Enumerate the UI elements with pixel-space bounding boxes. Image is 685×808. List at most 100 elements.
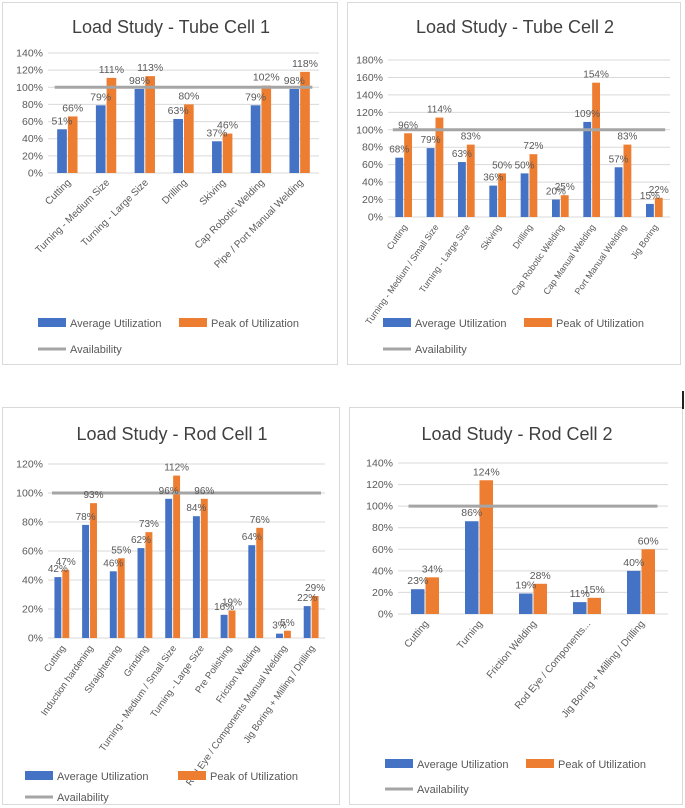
chart3-data-label-average: 16%: [214, 602, 234, 613]
chart3-bar-average: [82, 524, 90, 638]
chart3-data-label-peak: 47%: [56, 557, 76, 568]
chart3-data-label-peak: 29%: [305, 583, 325, 594]
chart1-y-tick-label: 40%: [22, 133, 43, 145]
chart2-y-tick-label: 120%: [356, 107, 383, 119]
chart3-data-label-average: 3%: [272, 621, 287, 632]
chart3-bar-peak: [117, 558, 125, 638]
chart2-data-label-average: 20%: [546, 187, 566, 198]
chart3-data-label-peak: 76%: [250, 515, 270, 526]
chart3-data-label-average: 42%: [48, 564, 68, 575]
chart1-data-label-average: 63%: [168, 105, 189, 117]
chart1-bar-peak: [106, 77, 117, 173]
chart-svg-tube-cell-1: Load Study - Tube Cell 1 0% 20% 40% 60% 80% 10…: [16, 17, 319, 356]
chart1-data-label-peak: 46%: [217, 120, 238, 132]
chart2-data-label-average: 57%: [609, 154, 629, 165]
chart2-data-label-average: 68%: [389, 145, 409, 156]
chart3-bar-peak: [228, 610, 236, 638]
chart2-bar-peak: [560, 195, 569, 217]
chart3-data-label-average: 78%: [76, 512, 96, 523]
chart3-bar-peak: [256, 527, 264, 638]
chart3-data-label-peak: 112%: [164, 463, 189, 474]
chart2-bar-peak: [498, 173, 506, 217]
chart3-bar-peak: [283, 630, 291, 638]
chart3-bar-average: [192, 516, 200, 638]
chart-panel-tube-cell-2: Load Study - Tube Cell 2 0% 20% 40% 60% 80% 10…: [347, 2, 681, 365]
chart4-legend-peak: Peak of Utilization: [558, 759, 646, 771]
chart2-y-tick-label: 160%: [356, 72, 383, 84]
chart4-data-label-peak: 60%: [638, 535, 659, 547]
chart1-legend-swatch-peak: [179, 318, 207, 327]
chart1-bar-average: [250, 105, 261, 173]
chart4-bar-peak: [425, 577, 439, 614]
chart2-data-label-peak: 22%: [649, 185, 669, 196]
chart1-data-label-average: 79%: [90, 91, 111, 103]
chart4-data-label-average: 40%: [623, 557, 644, 569]
chart3-legend-swatch-average: [25, 771, 53, 780]
chart3-bar-average: [248, 545, 256, 638]
chart3-bar-peak: [145, 532, 153, 638]
chart1-bar-peak: [145, 76, 155, 173]
chart4-y-tick-label: 120%: [366, 479, 393, 491]
chart4-data-label-average: 86%: [461, 507, 482, 519]
chart2-y-tick-label: 0%: [368, 212, 383, 224]
chart4-bar-peak: [641, 549, 655, 614]
chart2-bar-peak: [623, 144, 632, 217]
chart2-data-label-peak: 72%: [523, 141, 543, 152]
chart1-y-tick-label: 80%: [22, 99, 43, 111]
chart1-bar-average: [57, 129, 67, 173]
chart1-bar-average: [173, 119, 183, 173]
chart1-data-label-peak: 102%: [253, 72, 280, 84]
chart2-category-label: Cutting: [385, 222, 410, 251]
chart2-bar-peak: [435, 117, 444, 217]
chart4-legend-swatch-average: [385, 759, 413, 768]
chart4-data-label-peak: 15%: [584, 584, 605, 596]
chart1-y-tick-label: 20%: [22, 150, 43, 162]
chart3-data-label-average: 84%: [186, 503, 206, 514]
chart4-y-tick-label: 20%: [372, 587, 393, 599]
chart3-bar-average: [54, 577, 62, 638]
chart2-data-label-peak: 83%: [617, 132, 637, 143]
chart4-y-tick-label: 100%: [366, 501, 393, 513]
chart4-bar-average: [411, 589, 425, 614]
chart3-y-tick-label: 40%: [22, 575, 43, 587]
chart-panel-rod-cell-1: Load Study - Rod Cell 1 0% 20% 40% 60% 80% 100…: [2, 407, 340, 805]
chart2-bar-peak: [404, 133, 412, 217]
chart2-bar-peak: [592, 82, 600, 217]
chart4-bar-average: [465, 521, 479, 614]
chart3-data-label-average: 62%: [131, 535, 151, 546]
chart2-bar-average: [458, 162, 466, 217]
chart4-data-label-average: 23%: [407, 575, 428, 587]
chart2-y-tick-label: 60%: [362, 159, 383, 171]
chart3-data-label-peak: 19%: [222, 597, 242, 608]
chart3-bar-average: [276, 633, 283, 638]
chart4-bar-peak: [479, 480, 493, 614]
chart4-bar-peak: [587, 597, 601, 614]
chart2-bar-average: [489, 185, 498, 217]
chart4-category-label: Cutting: [403, 619, 432, 650]
chart4-data-label-average: 11%: [570, 588, 590, 600]
chart-panel-tube-cell-1: Load Study - Tube Cell 1 0% 20% 40% 60% 80% 10…: [2, 2, 338, 365]
chart3-y-tick-label: 120%: [16, 459, 43, 471]
chart4-data-label-peak: 28%: [530, 570, 551, 582]
chart-svg-tube-cell-2: Load Study - Tube Cell 2 0% 20% 40% 60% 80% 10…: [356, 17, 670, 356]
chart4-y-tick-label: 80%: [372, 522, 393, 534]
chart3-bar-average: [220, 614, 228, 638]
chart3-bar-peak: [200, 498, 208, 638]
chart3-y-tick-label: 80%: [22, 517, 43, 529]
chart1-bar-peak: [300, 71, 310, 173]
chart4-data-label-peak: 124%: [473, 466, 500, 478]
chart2-data-label-peak: 154%: [583, 70, 609, 81]
chart1-legend-average: Average Utilization: [70, 318, 162, 330]
chart4-legend-swatch-peak: [526, 759, 554, 768]
chart1-data-label-peak: 80%: [178, 90, 199, 102]
chart2-category-label: Skiving: [478, 222, 503, 252]
chart1-category-label: Cutting: [43, 177, 73, 207]
chart4-bar-peak: [533, 583, 547, 614]
chart2-bar-average: [520, 173, 529, 217]
chart1-legend-swatch-average: [38, 318, 66, 327]
chart3-y-tick-label: 100%: [16, 488, 43, 500]
chart4-y-tick-label: 0%: [378, 609, 393, 621]
chart4-y-tick-label: 60%: [372, 544, 393, 556]
chart2-data-label-peak: 114%: [427, 105, 452, 116]
chart-svg-rod-cell-2: Load Study - Rod Cell 2 0% 20% 40% 60% 80% 100…: [366, 424, 668, 796]
